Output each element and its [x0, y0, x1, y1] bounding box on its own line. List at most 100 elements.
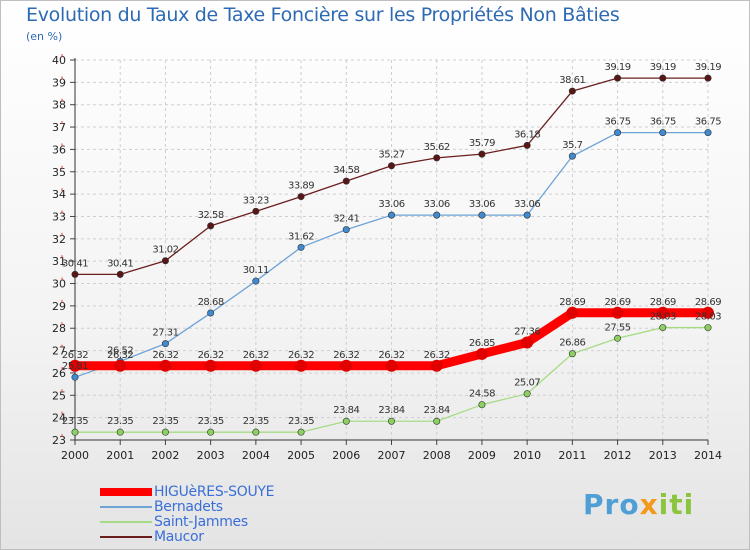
label-bernadets-2003: 28.68	[198, 297, 224, 308]
point-maucor-2002	[161, 257, 169, 265]
label-saint-jammes-2011: 26.86	[559, 338, 585, 349]
legend-item-saint-jammes: Saint-Jammes	[100, 513, 274, 530]
ytick-label-31: 31	[52, 255, 66, 268]
ytick-label-30: 30	[52, 278, 66, 291]
label-bernadets-2010: 33.06	[514, 199, 540, 210]
unit-label: (en %)	[26, 30, 63, 43]
label-saint-jammes-2008: 23.84	[424, 405, 450, 416]
label-maucor-2011: 38.61	[559, 75, 585, 86]
ytick-label-24: 24	[52, 412, 66, 425]
point-saint-jammes-2008	[433, 417, 441, 425]
legend-label-saint-jammes: Saint-Jammes	[154, 513, 248, 530]
point-saint-jammes-2010	[523, 390, 531, 398]
label-maucor-2005: 33.89	[288, 181, 314, 192]
xtick-label-2001: 2001	[106, 449, 134, 462]
label-higu-res-souye-2008: 26.32	[424, 350, 450, 361]
point-higu-res-souye-2008	[430, 359, 443, 372]
point-saint-jammes-2009	[478, 401, 486, 409]
xtick-label-2008: 2008	[423, 449, 451, 462]
xtick-label-2010: 2010	[513, 449, 541, 462]
label-saint-jammes-2010: 25.07	[514, 378, 540, 389]
point-maucor-2013	[659, 74, 667, 82]
xtick-label-2013: 2013	[649, 449, 677, 462]
ytick-label-26: 26	[52, 367, 66, 380]
label-higu-res-souye-2011: 28.69	[559, 297, 585, 308]
label-maucor-2000: 30.41	[62, 258, 88, 269]
legend-item-higu-res-souye: HIGUèRES-SOUYE	[100, 484, 275, 500]
label-maucor-2002: 31.02	[152, 245, 178, 256]
label-higu-res-souye-2014: 28.69	[695, 297, 721, 308]
point-maucor-2008	[433, 154, 441, 162]
point-higu-res-souye-2000	[69, 359, 81, 372]
point-bernadets-2005	[297, 243, 305, 251]
label-higu-res-souye-2003: 26.32	[198, 350, 224, 361]
point-saint-jammes-2002	[161, 428, 169, 436]
point-higu-res-souye-2013	[656, 306, 669, 319]
label-bernadets-2013: 36.75	[650, 117, 676, 128]
label-maucor-2006: 34.58	[333, 165, 359, 176]
label-saint-jammes-2005: 23.35	[288, 416, 314, 427]
label-saint-jammes-2003: 23.35	[198, 416, 224, 427]
label-higu-res-souye-2013: 28.69	[650, 297, 676, 308]
series-layer	[69, 74, 714, 436]
label-saint-jammes-2012: 27.55	[605, 322, 631, 333]
point-maucor-2009	[478, 150, 486, 158]
label-bernadets-2006: 32.41	[333, 214, 359, 225]
legend-swatch-maucor	[100, 535, 152, 538]
label-maucor-2007: 35.27	[378, 150, 404, 161]
point-bernadets-2013	[659, 129, 667, 137]
point-bernadets-2012	[614, 129, 622, 137]
label-maucor-2003: 32.58	[198, 210, 224, 221]
label-saint-jammes-2013: 28.03	[650, 312, 676, 323]
proxiti-logo: Proxiti	[583, 488, 694, 521]
point-saint-jammes-2003	[207, 428, 215, 436]
label-saint-jammes-2014: 28.03	[695, 312, 721, 323]
label-higu-res-souye-2009: 26.85	[469, 338, 495, 349]
point-bernadets-2004	[252, 277, 260, 285]
label-maucor-2001: 30.41	[107, 258, 133, 269]
label-bernadets-2000: 25.81	[62, 361, 88, 372]
point-bernadets-2011	[568, 152, 576, 160]
label-bernadets-2002: 27.31	[152, 328, 178, 339]
point-bernadets-2008	[433, 211, 441, 219]
label-saint-jammes-2006: 23.84	[333, 405, 359, 416]
label-higu-res-souye-2000: 26.32	[62, 350, 88, 361]
point-maucor-2014	[704, 74, 712, 82]
ytick-label-34: 34	[52, 188, 66, 201]
ytick-label-40: 40	[52, 54, 66, 67]
label-higu-res-souye-2005: 26.32	[288, 350, 314, 361]
point-higu-res-souye-2007	[385, 359, 398, 372]
legend-swatch-higu-res-souye	[100, 487, 152, 496]
xtick-label-2005: 2005	[287, 449, 315, 462]
point-bernadets-2007	[387, 211, 395, 219]
ytick-label-28: 28	[52, 322, 66, 335]
ytick-label-32: 32	[52, 233, 66, 246]
xtick-label-2004: 2004	[242, 449, 270, 462]
label-maucor-2008: 35.62	[424, 142, 450, 153]
point-saint-jammes-2013	[659, 324, 667, 332]
point-higu-res-souye-2003	[204, 359, 217, 372]
point-higu-res-souye-2004	[249, 359, 262, 372]
point-bernadets-2010	[523, 211, 531, 219]
label-bernadets-2001: 26.52	[107, 345, 133, 356]
xtick-label-2006: 2006	[332, 449, 360, 462]
label-higu-res-souye-2012: 28.69	[605, 297, 631, 308]
xtick-label-2011: 2011	[558, 449, 586, 462]
point-bernadets-2003	[207, 309, 215, 317]
label-higu-res-souye-2006: 26.32	[333, 350, 359, 361]
logo-part-2: x	[639, 488, 659, 521]
point-higu-res-souye-2010	[521, 336, 534, 349]
xtick-label-2003: 2003	[197, 449, 225, 462]
ytick-label-38: 38	[52, 99, 66, 112]
point-higu-res-souye-2005	[295, 359, 308, 372]
point-saint-jammes-2004	[252, 428, 260, 436]
legend-swatch-saint-jammes	[100, 520, 152, 523]
point-saint-jammes-2011	[568, 350, 576, 358]
point-bernadets-2006	[342, 226, 350, 234]
label-bernadets-2004: 30.11	[243, 265, 269, 276]
point-higu-res-souye-2009	[475, 347, 488, 360]
label-bernadets-2009: 33.06	[469, 199, 495, 210]
label-maucor-2004: 33.23	[243, 195, 269, 206]
point-bernadets-2000	[71, 373, 79, 381]
